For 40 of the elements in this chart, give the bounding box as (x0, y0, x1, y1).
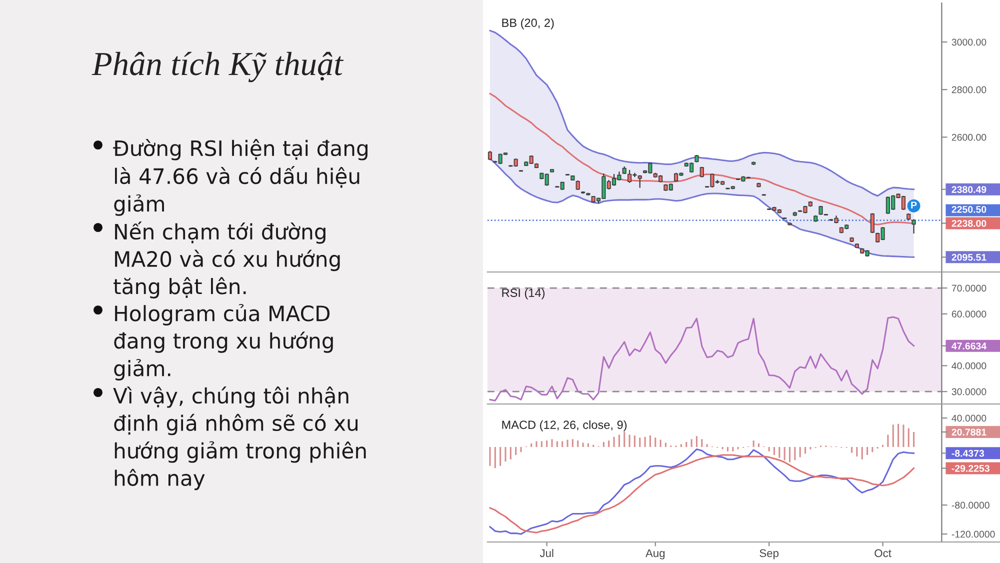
y-tick-label: -120.0000 (952, 530, 995, 538)
y-tick-label: 70.0000 (952, 284, 986, 292)
x-tick-label: Aug (646, 549, 665, 560)
y-tick-label: 40.0000 (952, 362, 986, 370)
x-tick-label: Oct (874, 549, 892, 558)
x-tick-label: Sep (760, 549, 778, 560)
candlestick (638, 174, 642, 188)
ref-line-label: 2250.50 (952, 206, 986, 213)
text: Nến chạm tới đường MA20 và có xu hướng tăng bật lên. (114, 222, 340, 298)
y-tick-label: 2800.00 (952, 86, 986, 94)
text: Đường RSI hiện tại đang là 47.66 và có dấu hiệu giảm (113, 139, 368, 216)
text: BB (20, 2) (502, 18, 554, 30)
text: Hologram của MACD đang trong xu hướng giảm. (114, 304, 333, 380)
candlestick (912, 218, 916, 234)
text: MACD (12, 26, close, 9) (502, 420, 627, 432)
y-tick-label: 2600.00 (952, 134, 986, 141)
candlestick (488, 150, 492, 161)
y-tick-label: 3000.00 (952, 38, 986, 46)
text: Vì vậy, chúng tôi nhận định giá nhôm sẽ có xu hướng giảm trong phiên hôm nay (113, 386, 366, 490)
line-series (489, 92, 915, 226)
y-tick-label: -29.2253 (952, 464, 990, 472)
candlestick (576, 180, 580, 190)
y-tick-label: 30.0000 (952, 388, 986, 396)
text: Phân tích Kỹ thuật (92, 52, 344, 82)
y-tick-label: -80.0000 (952, 502, 990, 509)
line-series (489, 316, 915, 402)
y-tick-label: 40.0000 (952, 414, 986, 422)
text: RSI (14) (502, 288, 545, 300)
y-tick-label: 2238.00 (952, 220, 986, 227)
y-tick-label: 20.7881 (952, 428, 986, 436)
y-tick-label: 60.0000 (952, 310, 986, 318)
candlestick (870, 212, 874, 234)
line-series (489, 30, 915, 197)
annotation: P (911, 202, 917, 208)
y-tick-label: -8.4373 (952, 450, 984, 457)
line-series (489, 158, 915, 258)
y-tick-label: 47.6634 (952, 342, 987, 350)
x-tick-label: Jul (540, 548, 554, 558)
y-tick-label: 2095.51 (952, 254, 986, 261)
y-tick-label: 2380.49 (952, 186, 986, 193)
